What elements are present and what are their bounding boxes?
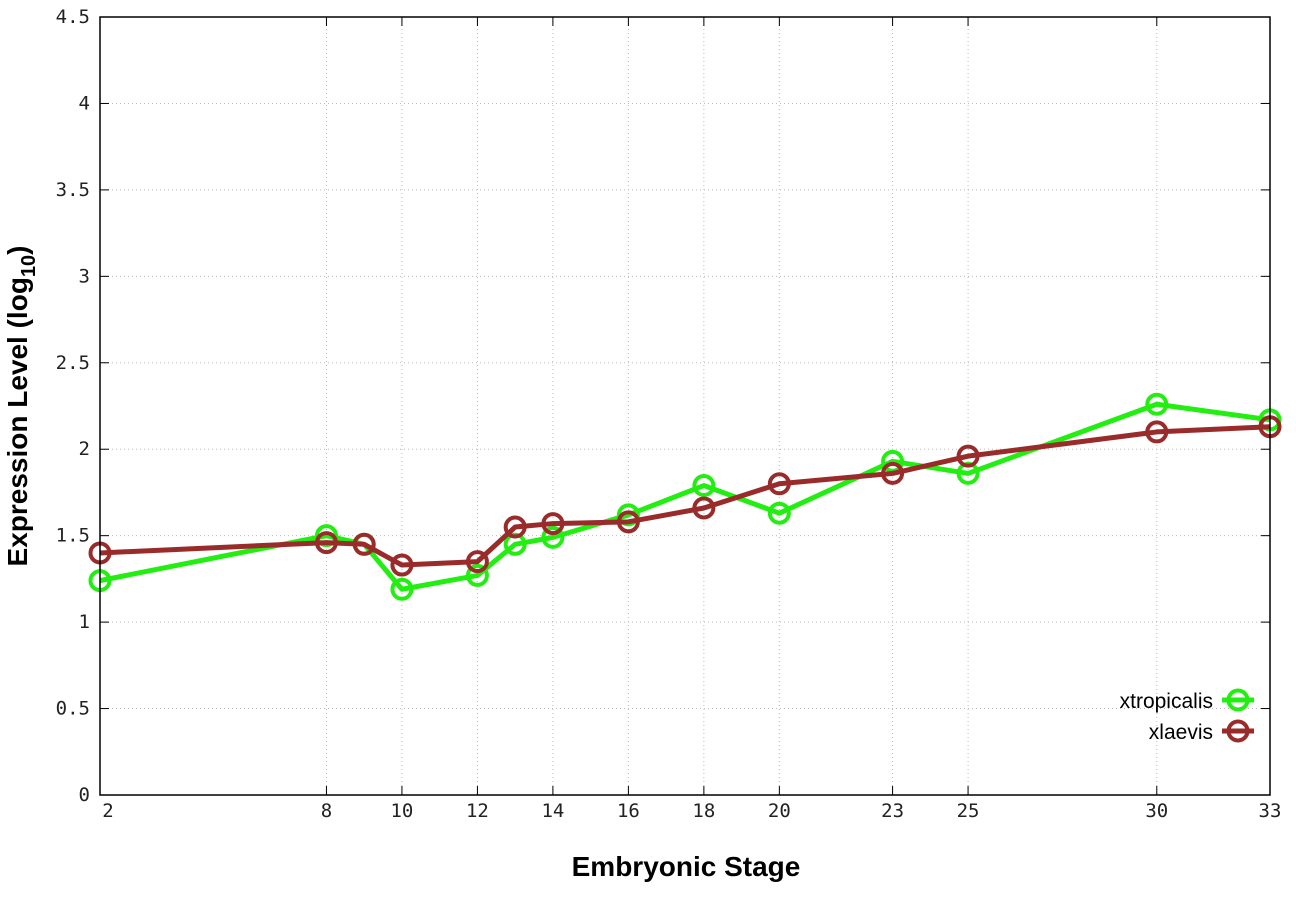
data-point [1145,420,1169,444]
data-point [1145,392,1169,416]
x-tick-label: 8 [321,800,332,822]
y-tick-label: 4.5 [56,6,90,28]
x-tick-label: 23 [881,800,904,822]
data-point [692,474,716,498]
legend-label: xtropicalis [1120,690,1213,713]
legend-item-xlaevis: xlaevis [1149,719,1254,744]
x-tick-label: 12 [466,800,489,822]
y-tick-label: 2 [79,438,90,460]
y-tick-label: 0.5 [56,698,90,720]
x-tick-label: 30 [1145,800,1168,822]
data-point [616,510,640,534]
x-tick-label: 10 [390,800,413,822]
y-axis-title: Expression Level (log10) [2,246,40,567]
x-tick-label: 2 [102,800,113,822]
series-layer [88,392,1282,601]
legend-label: xlaevis [1149,721,1213,744]
data-point [767,472,791,496]
data-point [541,512,565,536]
axis-ticks: 0 0.5 1 1.5 2 2.5 3 3.5 4 4.5 2 8 10 12 14 16 18 20 23 25 30… [56,6,1282,822]
y-axis-title-suffix: ) [2,246,33,255]
y-tick-label: 0 [79,784,90,806]
data-point [352,532,376,556]
data-point [767,501,791,525]
plot-frame [99,16,1271,796]
x-tick-label: 18 [692,800,715,822]
data-point [503,515,527,539]
y-axis-title-subscript: 10 [18,255,40,277]
x-axis-title: Embryonic Stage [572,851,801,882]
legend-item-xtropicalis: xtropicalis [1120,688,1254,713]
series-line [99,424,1271,568]
x-tick-label: 20 [768,800,791,822]
data-point [881,461,905,485]
legend-swatch-marker [1226,688,1250,712]
series-line [99,401,1271,592]
data-point [881,449,905,473]
data-point [314,531,338,555]
grid [100,17,1270,795]
data-point [390,553,414,577]
y-tick-label: 1 [79,611,90,633]
data-point [314,524,338,548]
data-point [616,503,640,527]
y-tick-label: 4 [79,92,90,114]
legend-swatch-marker [1226,719,1250,743]
data-point [956,444,980,468]
x-tick-label: 16 [617,800,640,822]
y-tick-label: 2.5 [56,352,90,374]
y-axis-title-main: Expression Level (log [2,277,33,566]
series-xtropicalis [88,392,1282,601]
data-point [465,563,489,587]
x-tick-label: 33 [1259,800,1282,822]
legend: xtropicalis xlaevis [1120,688,1254,744]
x-tick-label: 25 [957,800,980,822]
y-tick-label: 1.5 [56,525,90,547]
y-tick-label: 3 [79,265,90,287]
series-xlaevis [88,415,1282,577]
y-tick-label: 3.5 [56,179,90,201]
data-point [541,525,565,549]
data-point [465,550,489,574]
x-tick-label: 14 [541,800,564,822]
data-point [390,577,414,601]
data-point [692,496,716,520]
